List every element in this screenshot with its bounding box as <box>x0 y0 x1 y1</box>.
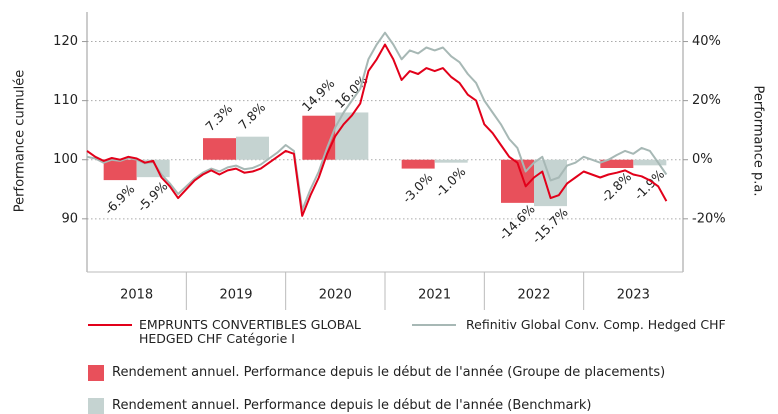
y2-axis-label: Performance p.a. <box>751 86 766 197</box>
bar <box>236 136 269 160</box>
y-tick-label: 100 <box>53 152 78 167</box>
bar <box>600 159 634 168</box>
y2-tick-label: -20% <box>692 211 726 226</box>
bar-value-label: 14.9% <box>299 76 338 115</box>
bar-value-label: -2.8% <box>598 169 634 205</box>
bar-value-label: -6.9% <box>101 181 137 217</box>
bar <box>434 159 468 163</box>
line-series <box>86 43 668 217</box>
bar-value-label: 7.3% <box>202 101 235 134</box>
bar <box>633 159 667 166</box>
y-tick-label: 120 <box>53 34 78 49</box>
bar <box>401 159 435 169</box>
bar <box>103 159 137 181</box>
y-axis-label: Performance cumulée <box>13 70 28 212</box>
y-tick-label: 110 <box>53 93 78 108</box>
bar-value-label: -3.0% <box>399 170 435 206</box>
y-tick-label: 90 <box>61 211 78 226</box>
legend-swatch <box>88 365 104 381</box>
legend-swatch <box>412 324 456 326</box>
bar <box>335 112 369 160</box>
bar-value-label: -5.9% <box>134 178 170 214</box>
x-tick-label: 2020 <box>319 288 352 303</box>
x-tick-label: 2018 <box>120 288 153 303</box>
legend-swatch <box>88 398 104 414</box>
bar-value-label: 16.0% <box>332 72 371 111</box>
bar <box>534 159 567 207</box>
x-tick-label: 2022 <box>517 288 550 303</box>
bar-value-label: -1.0% <box>432 164 468 200</box>
line-series <box>86 31 668 211</box>
y2-tick-label: 20% <box>692 93 721 108</box>
y2-tick-label: 0% <box>692 152 713 167</box>
legend-label: Refinitiv Global Conv. Comp. Hedged CHF <box>466 317 726 332</box>
legend-label: Rendement annuel. Performance depuis le … <box>112 398 592 413</box>
bar-value-label: 7.8% <box>235 99 268 132</box>
legend-swatch <box>88 324 132 326</box>
legend-label: EMPRUNTS CONVERTIBLES GLOBAL HEDGED CHF … <box>139 317 361 346</box>
bar <box>302 115 336 160</box>
y2-tick-label: 40% <box>692 34 721 49</box>
x-tick-label: 2021 <box>418 288 451 303</box>
bar <box>203 138 236 160</box>
x-tick-label: 2019 <box>219 288 252 303</box>
bar <box>501 159 534 203</box>
x-tick-label: 2023 <box>617 288 650 303</box>
bar-value-label: -1.9% <box>631 166 667 202</box>
legend-label: Rendement annuel. Performance depuis le … <box>112 365 666 380</box>
